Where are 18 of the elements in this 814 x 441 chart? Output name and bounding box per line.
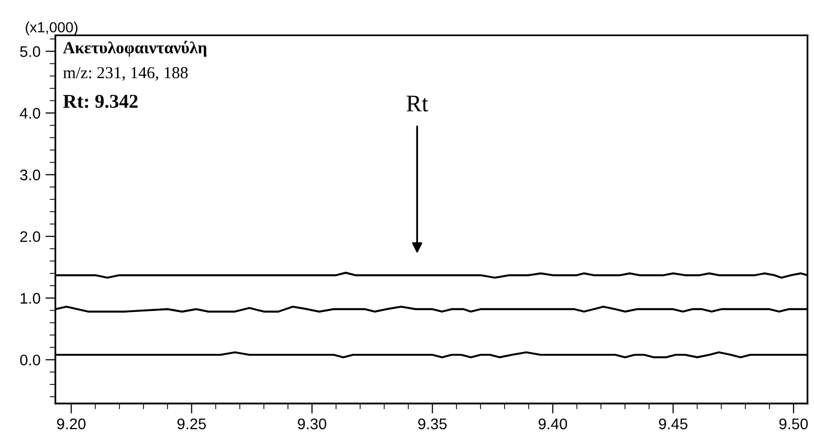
chart-title: Ακετυλοφαιντανύλη	[63, 40, 206, 57]
annotation: Rt	[406, 96, 428, 112]
y-tick-label: 4.0	[20, 108, 40, 119]
y-tick-label: 0.0	[20, 354, 40, 366]
x-tick-label: 9.40	[538, 418, 568, 430]
annotation: m/z: 231, 146, 188	[63, 67, 188, 81]
x-tick-label: 9.30	[298, 418, 326, 430]
annotation: Rt: 9.342	[63, 94, 138, 108]
y-tick-label: 2.0	[20, 231, 40, 242]
y-tick-label: 1.0	[20, 292, 40, 304]
x-tick-label: 9.20	[57, 418, 86, 430]
x-tick-label: 9.45	[658, 418, 688, 430]
y-tick-label: 5.0	[20, 46, 40, 58]
x-tick-label: 9.35	[418, 418, 447, 430]
y-tick-label: 3.0	[20, 170, 40, 180]
y-axis-title: (x1,000)	[26, 22, 78, 36]
x-tick-label: 9.50	[779, 418, 808, 430]
x-tick-label: 9.25	[177, 418, 206, 430]
